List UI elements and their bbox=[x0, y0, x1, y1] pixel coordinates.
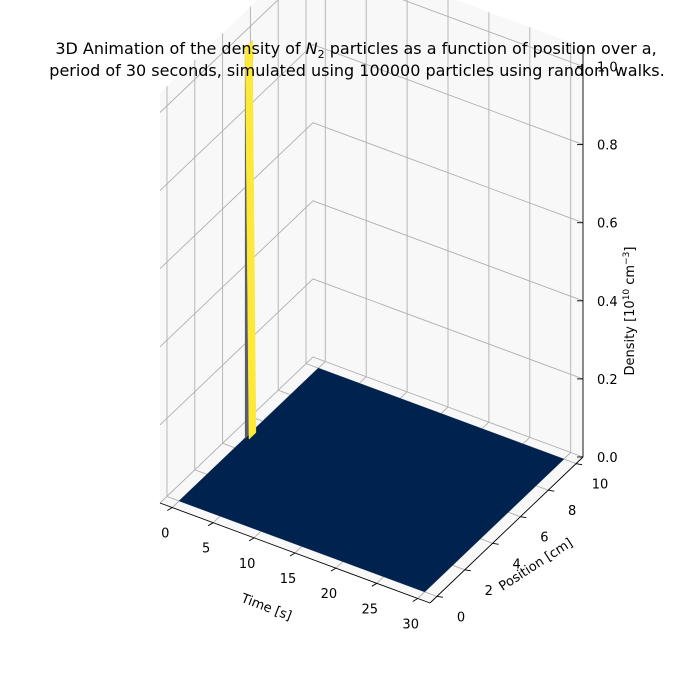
x-tick-mark-4 bbox=[330, 567, 337, 572]
left-wall-pane bbox=[160, 0, 313, 503]
y-tick-label-4: 8 bbox=[568, 504, 576, 519]
x-tick-mark-2 bbox=[248, 537, 255, 542]
x-tick-mark-1 bbox=[207, 522, 214, 527]
z-gridline-0 bbox=[159, 356, 584, 504]
y-axis-line bbox=[429, 456, 584, 604]
x-tick-label-1: 5 bbox=[202, 542, 210, 557]
y-tick-mark-1 bbox=[464, 569, 471, 572]
y-tick-mark-2 bbox=[492, 542, 499, 545]
y-tick-mark-3 bbox=[520, 516, 527, 519]
peak-ridge-top bbox=[244, 41, 254, 65]
y-axis-label: Position [cm] bbox=[496, 536, 575, 595]
z-tick-label-4: 0.8 bbox=[597, 139, 618, 154]
x-tick-label-6: 30 bbox=[402, 618, 419, 633]
axes: 0 5 10 15 20 25 30 0 2 4 6 8 10 0.0 0.2 0.4 0.6 0.8 1.0 bbox=[159, 47, 618, 633]
z-gridline-3 bbox=[159, 122, 584, 270]
x-tick-mark-0 bbox=[167, 507, 173, 511]
y-tick-label-1: 2 bbox=[485, 584, 493, 599]
y-tick-mark-0 bbox=[436, 595, 444, 598]
z-tick-label-2: 0.4 bbox=[597, 295, 618, 310]
y-tick-label-3: 6 bbox=[540, 531, 548, 546]
x-tick-label-3: 15 bbox=[280, 572, 297, 587]
x-tick-label-4: 20 bbox=[321, 587, 338, 602]
chart-title-line1: 3D Animation of the density of N2 partic… bbox=[55, 39, 656, 61]
z-tick-label-0: 0.0 bbox=[597, 451, 618, 466]
y-tick-label-2: 4 bbox=[512, 557, 520, 572]
x-tick-label-0: 0 bbox=[161, 527, 169, 542]
z-gridline-1 bbox=[159, 278, 584, 426]
z-tick-label-5: 1.0 bbox=[597, 61, 618, 76]
z-tick-label-1: 0.2 bbox=[597, 373, 618, 388]
z-axis-label: Density [1010 cm−3] bbox=[622, 247, 638, 376]
y-tick-mark-5 bbox=[575, 463, 583, 466]
z-gridline-5 bbox=[159, 0, 584, 113]
x-tick-label-2: 10 bbox=[239, 557, 256, 572]
x-tick-mark-5 bbox=[371, 582, 378, 587]
density-surface bbox=[178, 40, 565, 593]
x-tick-label-5: 25 bbox=[362, 602, 379, 617]
x-axis-label: Time [s] bbox=[238, 591, 294, 624]
z-tick-label-3: 0.6 bbox=[597, 217, 618, 232]
y-tick-label-0: 0 bbox=[457, 610, 465, 625]
y-tick-label-5: 10 bbox=[592, 478, 609, 493]
x-tick-mark-6 bbox=[412, 598, 418, 602]
y-tick-mark-4 bbox=[548, 489, 555, 492]
x-tick-mark-3 bbox=[289, 552, 296, 557]
chart-title-line2: period of 30 seconds, simulated using 10… bbox=[49, 61, 664, 80]
z-gridline-2 bbox=[159, 200, 584, 348]
z-gridline-4 bbox=[159, 44, 584, 191]
surface-base-plane bbox=[178, 367, 565, 593]
